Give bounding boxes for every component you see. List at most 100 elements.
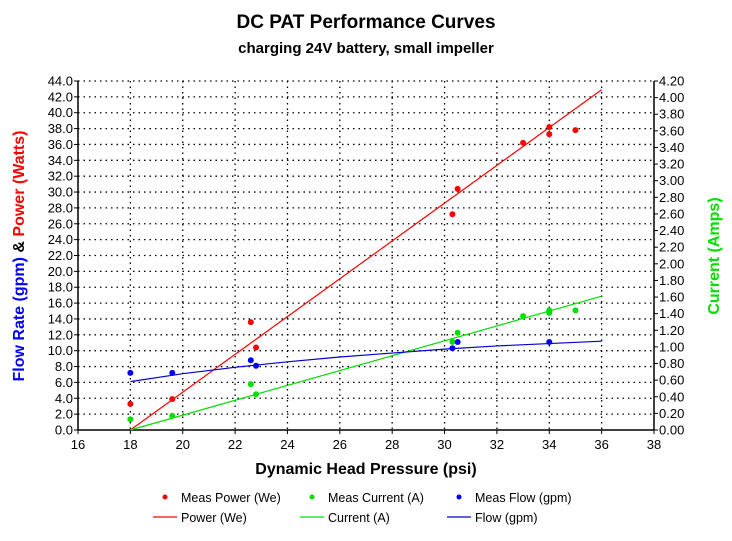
y-right-tick-label: 2.60 — [659, 206, 684, 221]
point-meas-current-a — [247, 381, 254, 388]
y-right-tick-label: 1.40 — [659, 306, 684, 321]
y-right-tick-label: 0.00 — [659, 423, 684, 438]
left-axis-label: Flow Rate (gpm) & Power (Watts) — [11, 131, 28, 382]
y-left-tick-label: 22.0 — [48, 248, 73, 263]
point-meas-power-we — [572, 127, 579, 134]
y-left-tick-label: 16.0 — [48, 296, 73, 311]
x-tick-label: 36 — [594, 437, 608, 452]
point-meas-power-we — [449, 211, 456, 218]
y-right-tick-label: 3.60 — [659, 123, 684, 138]
legend-label: Meas Current (A) — [328, 491, 424, 505]
y-right-tick-label: 0.40 — [659, 389, 684, 404]
point-meas-current-a — [449, 338, 456, 345]
y-right-tick-label: 1.60 — [659, 290, 684, 305]
grid-lines — [78, 80, 654, 430]
legend-label: Flow (gpm) — [475, 511, 538, 525]
x-tick-label: 16 — [71, 437, 85, 452]
y-left-tick-label: 8.0 — [55, 359, 73, 374]
y-right-tick-label: 2.80 — [659, 190, 684, 205]
legend-label: Meas Power (We) — [181, 491, 281, 505]
point-meas-power-we — [127, 400, 134, 407]
y-left-tick-label: 18.0 — [48, 280, 73, 295]
legend: Meas Power (We) Meas Current (A) Meas Flow… — [153, 491, 572, 525]
y-right-tick-label: 2.20 — [659, 240, 684, 255]
x-tick-label: 28 — [385, 437, 399, 452]
y-right-tick-label: 3.80 — [659, 107, 684, 122]
point-meas-flow-gpm — [127, 369, 134, 376]
point-meas-power-we — [546, 124, 553, 131]
legend-label: Meas Flow (gpm) — [475, 491, 572, 505]
point-meas-current-a — [520, 313, 527, 320]
point-meas-power-we — [169, 396, 176, 403]
y-left-tick-label: 26.0 — [48, 216, 73, 231]
legend-label: Current (A) — [328, 511, 390, 525]
x-tick-label: 30 — [437, 437, 451, 452]
y-left-tick-label: 42.0 — [48, 89, 73, 104]
y-right-tick-label: 3.40 — [659, 140, 684, 155]
y-right-tick-label: 2.00 — [659, 256, 684, 271]
point-meas-flow-gpm — [546, 338, 553, 345]
y-left-tick-label: 32.0 — [48, 169, 73, 184]
point-meas-flow-gpm — [247, 357, 254, 364]
y-left-tick-label: 0.0 — [55, 423, 73, 438]
legend-marker-dot — [456, 494, 462, 500]
y-right-tick-label: 3.00 — [659, 173, 684, 188]
y-right-tick-label: 1.80 — [659, 273, 684, 288]
y-left-tick-label: 4.0 — [55, 391, 73, 406]
y-left-tick-label: 40.0 — [48, 105, 73, 120]
line-current-a — [130, 295, 602, 431]
y-right-tick-label: 0.20 — [659, 406, 684, 421]
point-meas-current-a — [127, 416, 134, 423]
point-meas-power-we — [454, 185, 461, 192]
y-left-tick-label: 12.0 — [48, 327, 73, 342]
chart-subtitle: charging 24V battery, small impeller — [238, 40, 494, 57]
x-tick-label: 26 — [333, 437, 347, 452]
y-left-tick-label: 30.0 — [48, 185, 73, 200]
line-flow-gpm — [130, 340, 602, 383]
x-tick-label: 18 — [123, 437, 137, 452]
point-meas-current-a — [546, 309, 553, 316]
chart-title: DC PAT Performance Curves — [236, 12, 495, 33]
x-tick-label: 24 — [280, 437, 294, 452]
x-tick-label: 34 — [542, 437, 556, 452]
right-axis-label: Current (Amps) — [706, 197, 723, 314]
y-right-tick-label: 0.80 — [659, 356, 684, 371]
y-left-tick-label: 10.0 — [48, 343, 73, 358]
point-meas-flow-gpm — [253, 362, 260, 369]
point-meas-current-a — [572, 307, 579, 314]
y-left-tick-label: 20.0 — [48, 264, 73, 279]
y-left-tick-label: 28.0 — [48, 200, 73, 215]
point-meas-flow-gpm — [449, 345, 456, 352]
point-meas-current-a — [253, 391, 260, 398]
y-left-tick-label: 34.0 — [48, 153, 73, 168]
x-tick-label: 20 — [175, 437, 189, 452]
line-power-we — [130, 89, 602, 431]
y-right-tick-label: 2.40 — [659, 223, 684, 238]
left-axis-label-part: & — [11, 237, 28, 257]
y-left-tick-label: 36.0 — [48, 137, 73, 152]
legend-marker-dot — [162, 494, 168, 500]
point-meas-flow-gpm — [454, 338, 461, 345]
legend-label: Power (We) — [181, 511, 247, 525]
y-left-tick-label: 2.0 — [55, 407, 73, 422]
axes: 16 18 20 22 24 26 28 30 32 34 36 380.02.04.06.08.01… — [48, 74, 685, 453]
y-left-tick-label: 24.0 — [48, 232, 73, 247]
fit-lines — [130, 89, 602, 431]
y-right-tick-label: 4.00 — [659, 90, 684, 105]
point-meas-power-we — [520, 139, 527, 146]
point-meas-power-we — [546, 131, 553, 138]
y-right-tick-label: 4.20 — [659, 74, 684, 89]
x-axis-label: Dynamic Head Pressure (psi) — [255, 461, 476, 478]
y-left-tick-label: 6.0 — [55, 375, 73, 390]
y-left-tick-label: 44.0 — [48, 74, 73, 89]
y-right-tick-label: 1.20 — [659, 323, 684, 338]
x-tick-label: 22 — [228, 437, 242, 452]
point-meas-current-a — [169, 412, 176, 419]
point-meas-power-we — [247, 319, 254, 326]
x-tick-label: 38 — [647, 437, 661, 452]
y-right-tick-label: 1.00 — [659, 339, 684, 354]
legend-marker-dot — [309, 494, 315, 500]
data-points — [127, 124, 579, 423]
y-left-tick-label: 38.0 — [48, 121, 73, 136]
